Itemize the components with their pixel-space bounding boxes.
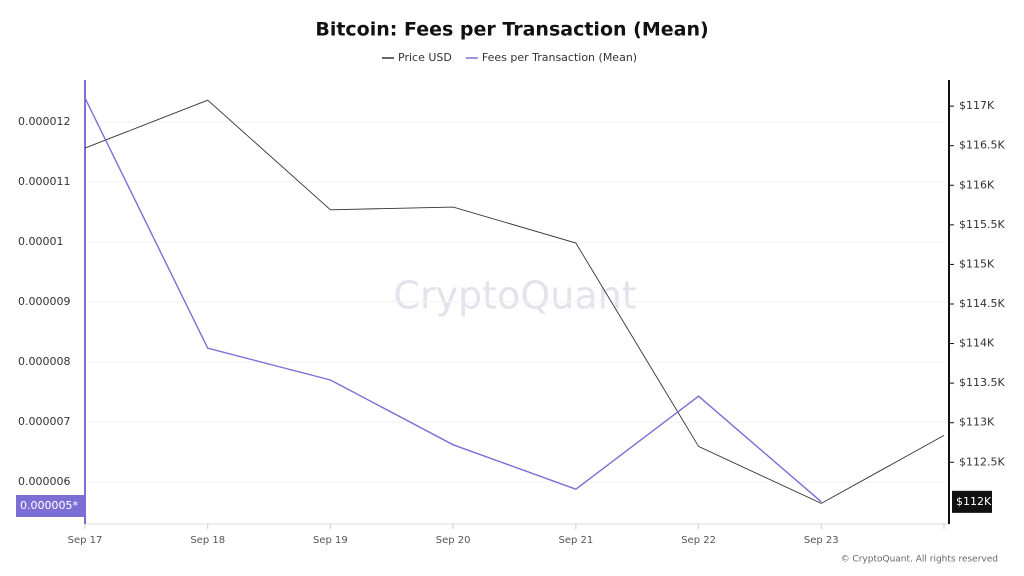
y-current-label: 0.000005* (20, 499, 78, 512)
x-tick-label: Sep 20 (436, 535, 471, 546)
y2-tick-label: $116.5K (959, 139, 1005, 152)
y2-tick-label: $114K (959, 337, 995, 350)
x-tick-label: Sep 18 (190, 535, 225, 546)
y2-tick-label: $113K (959, 416, 995, 429)
x-tick-label: Sep 22 (681, 535, 716, 546)
legend-label: Price USD (398, 51, 452, 64)
y2-current-box (952, 490, 992, 513)
credit: © CryptoQuant. All rights reserved (841, 555, 998, 565)
y2-current-label: $112K (956, 495, 992, 508)
y-tick-label: 0.00001 (18, 235, 64, 248)
y-tick-label: 0.000011 (18, 175, 71, 188)
y-tick-label: 0.000008 (18, 355, 71, 368)
y2-tick-label: $112.5K (959, 455, 1005, 468)
x-tick-label: Sep 19 (313, 535, 348, 546)
x-tick-label: Sep 21 (558, 535, 593, 546)
y2-tick-label: $113.5K (959, 376, 1005, 389)
y2-tick-label: $116K (959, 178, 995, 191)
series-line (84, 99, 945, 504)
y-tick-label: 0.000006 (18, 475, 71, 488)
series-line (84, 97, 822, 503)
watermark: CryptoQuant (393, 274, 636, 318)
chart-title: Bitcoin: Fees per Transaction (Mean) (315, 19, 708, 41)
y2-tick-label: $117K (959, 99, 995, 112)
y2-tick-label: $115K (959, 257, 995, 270)
y2-tick-label: $115.5K (959, 218, 1005, 231)
y-tick-label: 0.000009 (18, 295, 71, 308)
legend-label: Fees per Transaction (Mean) (482, 51, 637, 64)
y-current-box (16, 495, 84, 517)
y2-tick-label: $114.5K (959, 297, 1005, 310)
x-tick-label: Sep 17 (68, 535, 103, 546)
x-tick-label: Sep 23 (804, 535, 839, 546)
y-tick-label: 0.000007 (18, 415, 71, 428)
y-tick-label: 0.000012 (18, 115, 71, 128)
